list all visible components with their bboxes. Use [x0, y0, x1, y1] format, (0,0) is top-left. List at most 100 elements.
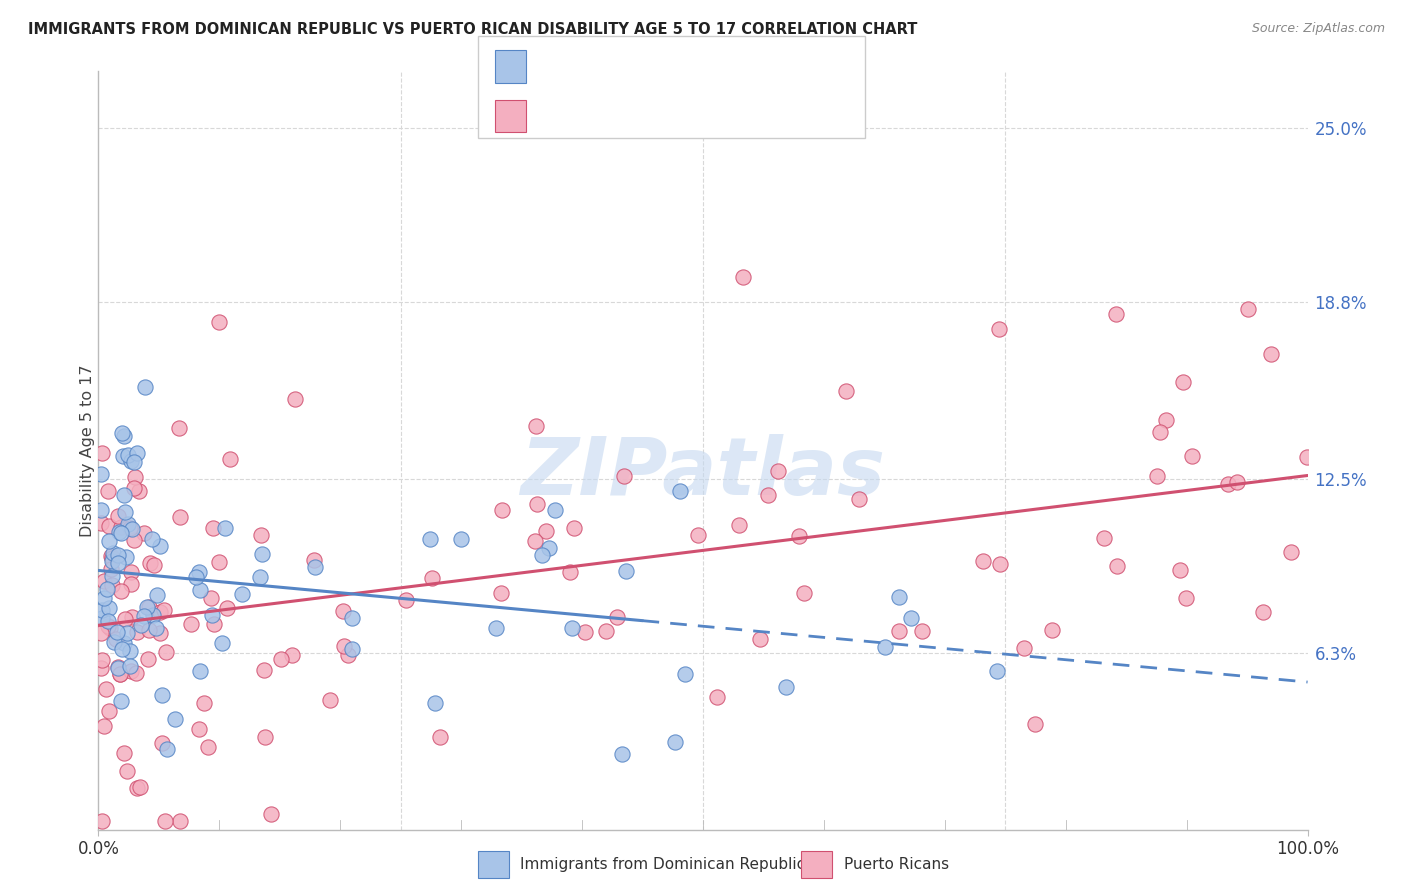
Point: [208, 315, 231, 329]
Point: [1014, 640, 1036, 655]
Point: [394, 592, 416, 607]
Point: [110, 520, 132, 534]
Point: [537, 541, 560, 555]
Text: Source: ZipAtlas.com: Source: ZipAtlas.com: [1251, 22, 1385, 36]
Point: [1042, 623, 1064, 637]
Point: [1279, 544, 1302, 558]
Point: [138, 599, 160, 614]
Point: [91, 446, 114, 460]
Point: [98, 621, 121, 635]
Point: [108, 667, 131, 681]
Point: [202, 616, 225, 631]
Point: [97, 601, 120, 615]
Point: [595, 624, 617, 639]
Point: [112, 429, 135, 443]
Point: [249, 570, 271, 584]
Point: [688, 528, 710, 542]
Point: [561, 621, 583, 635]
Text: R =: R =: [537, 108, 575, 123]
Point: [101, 546, 124, 560]
Point: [107, 524, 129, 539]
Point: [1175, 591, 1198, 605]
Point: [534, 524, 557, 539]
Point: [211, 636, 233, 650]
Point: [129, 618, 152, 632]
Point: [101, 569, 124, 583]
Point: [90, 626, 112, 640]
Point: [98, 704, 121, 718]
Point: [100, 562, 122, 576]
Point: [125, 666, 148, 681]
Point: [180, 616, 202, 631]
Text: IMMIGRANTS FROM DOMINICAN REPUBLIC VS PUERTO RICAN DISABILITY AGE 5 TO 17 CORREL: IMMIGRANTS FROM DOMINICAN REPUBLIC VS PU…: [28, 22, 918, 37]
Point: [169, 509, 191, 524]
Text: 130: 130: [682, 108, 716, 123]
Point: [270, 652, 292, 666]
Point: [188, 582, 211, 597]
Point: [200, 591, 222, 606]
Point: [90, 611, 112, 625]
Point: [574, 624, 596, 639]
Point: [614, 564, 637, 578]
Point: [124, 455, 146, 469]
Point: [127, 445, 149, 459]
Point: [112, 747, 135, 761]
Point: [197, 739, 219, 754]
Text: 0.407: 0.407: [576, 108, 627, 123]
Y-axis label: Disability Age 5 to 17: Disability Age 5 to 17: [80, 364, 94, 537]
Point: [146, 588, 169, 602]
Point: [97, 619, 120, 633]
Point: [110, 526, 132, 541]
Point: [118, 643, 141, 657]
Point: [911, 624, 934, 638]
Point: [766, 464, 789, 478]
Point: [96, 582, 118, 596]
Point: [104, 632, 127, 647]
Point: [523, 534, 546, 549]
Point: [90, 603, 112, 617]
Point: [429, 730, 451, 744]
Point: [337, 648, 360, 662]
Point: [1104, 307, 1126, 321]
Point: [1149, 425, 1171, 439]
Point: [120, 664, 142, 678]
Point: [1168, 563, 1191, 577]
Point: [120, 565, 142, 579]
Point: [988, 322, 1011, 336]
Point: [108, 667, 131, 681]
Point: [873, 640, 896, 654]
Point: [120, 577, 142, 591]
Point: [90, 503, 112, 517]
Point: [302, 553, 325, 567]
Point: [149, 605, 172, 619]
Point: [188, 722, 211, 736]
Point: [90, 516, 112, 530]
Point: [153, 603, 176, 617]
Point: [107, 660, 129, 674]
Point: [332, 604, 354, 618]
Point: [1024, 717, 1046, 731]
Point: [100, 550, 122, 565]
Point: [138, 623, 160, 637]
Point: [110, 583, 132, 598]
Point: [110, 694, 132, 708]
Point: [111, 426, 134, 441]
Point: [423, 696, 446, 710]
Point: [193, 696, 215, 710]
Point: [97, 615, 120, 629]
Point: [124, 533, 146, 547]
Point: [419, 532, 441, 546]
Point: [118, 521, 141, 535]
Point: [100, 549, 122, 563]
Point: [121, 522, 143, 536]
Point: [132, 608, 155, 623]
Point: [333, 639, 356, 653]
Point: [115, 625, 138, 640]
Point: [1218, 477, 1240, 491]
Point: [1092, 531, 1115, 545]
Text: R =: R =: [537, 59, 575, 74]
Point: [121, 609, 143, 624]
Point: [114, 505, 136, 519]
Point: [217, 600, 239, 615]
Point: [149, 626, 172, 640]
